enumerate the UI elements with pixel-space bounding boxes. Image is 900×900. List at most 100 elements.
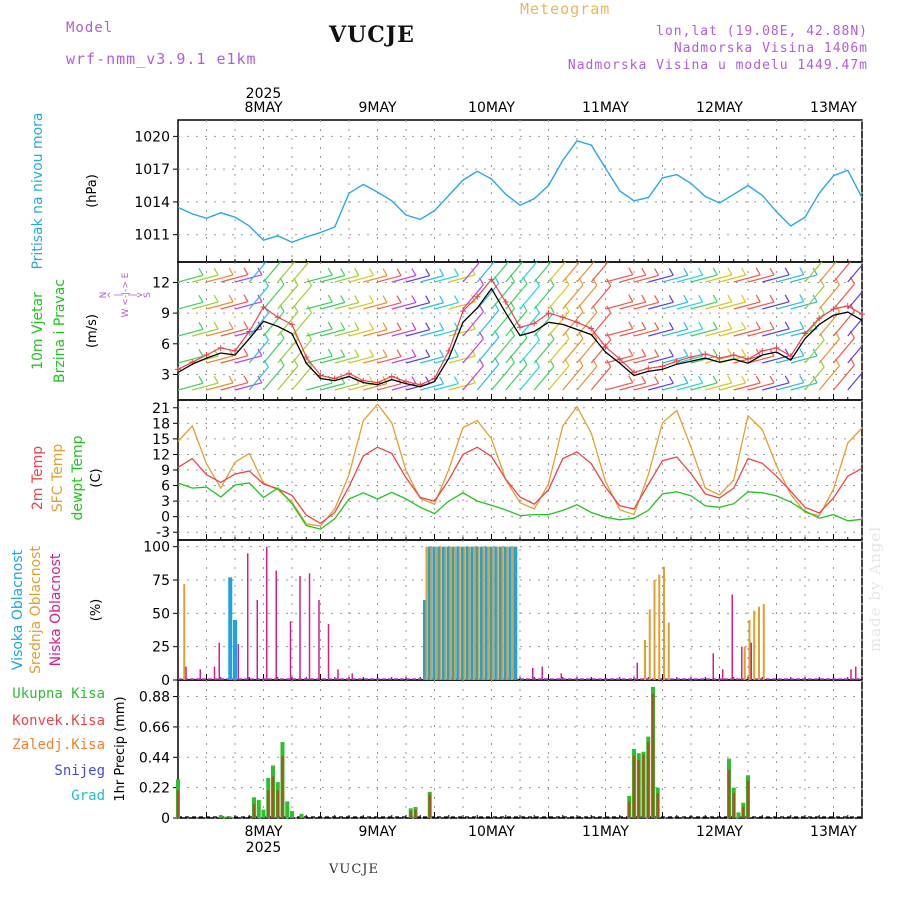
wind-barb bbox=[363, 329, 388, 337]
wind-barb bbox=[391, 328, 417, 337]
wind-barb-flag bbox=[799, 375, 805, 383]
wind-barb bbox=[619, 328, 646, 337]
wind-barb bbox=[248, 262, 267, 283]
temp-unit: (C) bbox=[89, 468, 104, 487]
wind-barb bbox=[719, 328, 746, 337]
wind-barb bbox=[562, 365, 584, 391]
wind-barb bbox=[833, 283, 855, 310]
wind-barb bbox=[533, 262, 552, 283]
cloud-mid-ylabel: Srednja Oblacnost bbox=[28, 546, 44, 674]
cloud-bar-low bbox=[712, 653, 714, 680]
wind-barb-flag bbox=[799, 294, 805, 302]
wind-barb-flag bbox=[439, 322, 445, 331]
cloud-bar-mid bbox=[511, 546, 513, 680]
wind-barb bbox=[505, 364, 528, 391]
cloud-bar-high bbox=[446, 546, 451, 680]
gust-marker bbox=[445, 347, 452, 354]
wind-barb-flag bbox=[812, 375, 818, 384]
y-tick-label: 0.66 bbox=[139, 720, 170, 736]
day-label-top: 9MAY bbox=[358, 100, 396, 116]
cloud-bar-low bbox=[850, 669, 852, 680]
wind-barb bbox=[619, 355, 646, 364]
wind-barb bbox=[833, 262, 852, 283]
wind-ylabel-2: Brzina i Pravac bbox=[52, 279, 68, 383]
cloud-bar-high bbox=[228, 577, 233, 680]
wind-barb-flag bbox=[213, 321, 219, 330]
wind-barb bbox=[804, 285, 825, 310]
wind-barb bbox=[206, 274, 234, 283]
wind-barb bbox=[605, 328, 633, 337]
wind-barb-flag bbox=[628, 375, 634, 383]
wind-barb bbox=[505, 310, 528, 337]
wind-barb bbox=[192, 301, 219, 310]
wind-barb-flag bbox=[628, 321, 634, 329]
precip-total-bar bbox=[736, 812, 741, 818]
wind-barb-flag bbox=[308, 252, 312, 259]
precip-total-bar bbox=[223, 816, 228, 818]
wind-barb bbox=[234, 274, 263, 283]
cloud-bar-mid bbox=[658, 574, 661, 680]
gust-marker bbox=[217, 344, 224, 351]
gust-marker bbox=[203, 352, 210, 359]
day-label-top: 12MAY bbox=[696, 100, 743, 116]
y-tick-label: 9 bbox=[161, 306, 170, 322]
wind-barb bbox=[192, 328, 219, 337]
wind-barb bbox=[220, 355, 249, 364]
wind-barb bbox=[405, 302, 430, 310]
wind-barb bbox=[562, 338, 584, 364]
wind-unit: (m/s) bbox=[85, 314, 100, 348]
y-tick-label: 0 bbox=[161, 510, 170, 526]
wind-barb bbox=[605, 274, 633, 283]
wind-barb bbox=[648, 274, 674, 283]
cloud-bar-mid bbox=[444, 546, 447, 680]
wind-barb bbox=[405, 275, 430, 283]
wind-barb-flag bbox=[198, 349, 204, 357]
wind-barb-flag bbox=[606, 332, 612, 341]
wind-barb-flag bbox=[784, 375, 790, 384]
cloud-bar-low bbox=[855, 666, 857, 680]
wind-barb-flag bbox=[535, 252, 539, 259]
wind-barb-flag bbox=[243, 294, 249, 303]
wind-barb-flag bbox=[593, 251, 597, 258]
cloud-bar-mid bbox=[477, 546, 480, 680]
wind-barb-flag bbox=[799, 348, 805, 356]
gust-marker bbox=[602, 343, 609, 350]
wind-barb-flag bbox=[683, 267, 689, 276]
wind-barb bbox=[306, 301, 333, 310]
wind-barb bbox=[377, 275, 402, 283]
wind-barb-flag bbox=[755, 294, 761, 303]
day-label-top: 8MAY bbox=[244, 100, 282, 116]
gust-marker bbox=[844, 302, 851, 309]
gust-marker bbox=[645, 365, 652, 372]
wind-barb bbox=[462, 262, 481, 283]
precip-conv-bar bbox=[267, 790, 270, 818]
wind-barb bbox=[590, 339, 612, 364]
wind-barb-flag bbox=[439, 268, 445, 277]
wind-barb bbox=[476, 283, 500, 310]
wind-barb bbox=[491, 281, 515, 310]
cloud-bar-high bbox=[456, 546, 461, 680]
wind-barb bbox=[505, 337, 528, 364]
wind-barb bbox=[348, 328, 374, 337]
wind-barb bbox=[690, 274, 718, 283]
gust-marker bbox=[474, 293, 481, 300]
precip-conv-bar bbox=[637, 760, 640, 818]
wind-barb bbox=[790, 274, 818, 283]
wind-barb-flag bbox=[769, 267, 775, 276]
wind-barb bbox=[178, 328, 204, 337]
cloud-bar-mid bbox=[663, 566, 665, 680]
compass-n: N bbox=[99, 292, 109, 299]
wind-barb bbox=[420, 356, 444, 364]
wind-barb-flag bbox=[698, 294, 704, 303]
gust-marker bbox=[716, 355, 723, 362]
cloud-bar-low bbox=[532, 668, 534, 680]
wind-barb bbox=[220, 301, 249, 310]
wind-barb-flag bbox=[641, 348, 647, 357]
wind-barb-flag bbox=[453, 376, 459, 384]
wind-barb bbox=[377, 383, 402, 391]
wind-barb bbox=[833, 337, 855, 364]
wind-barb bbox=[790, 382, 818, 391]
wind-barb bbox=[206, 301, 234, 310]
precip-conv-bar bbox=[414, 809, 417, 818]
precip-conv-bar bbox=[727, 769, 731, 818]
